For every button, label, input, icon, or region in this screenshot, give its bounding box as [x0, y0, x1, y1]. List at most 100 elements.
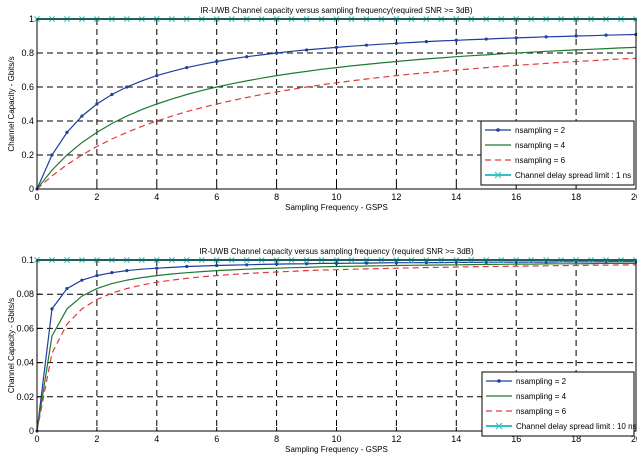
x-tick-label: 14: [451, 192, 461, 202]
legend-label: Channel delay spread limit : 1 ns: [515, 171, 631, 180]
data-point: [245, 263, 249, 267]
x-tick-label: 8: [274, 192, 279, 202]
x-tick-label: 12: [391, 434, 401, 444]
data-point: [275, 262, 279, 266]
x-axis-label: Sampling Frequency - GSPS: [285, 445, 388, 454]
x-tick-label: 16: [511, 192, 521, 202]
x-tick-label: 10: [331, 434, 341, 444]
y-tick-label: 0.04: [16, 358, 34, 368]
y-tick-label: 1: [29, 14, 34, 24]
series-line-3: [36, 57, 637, 190]
x-tick-label: 18: [571, 434, 581, 444]
data-point: [185, 66, 189, 70]
x-tick-label: 6: [214, 192, 219, 202]
data-point: [80, 114, 84, 118]
series-line-2: [36, 46, 637, 190]
legend: nsampling = 2 nsampling = 4 nsampling = 6 C…: [481, 371, 637, 437]
y-tick-label: 0.08: [16, 289, 34, 299]
x-tick-label: 4: [154, 192, 159, 202]
legend-label: nsampling = 4: [516, 392, 567, 401]
legend-marker: [496, 128, 500, 132]
x-tick-label: 14: [451, 434, 461, 444]
x-tick-label: 6: [214, 434, 219, 444]
data-point: [334, 261, 339, 266]
data-point: [95, 273, 99, 278]
chart-panel-1: 0 2 4 6 8 10 12 14 16 18 20 0 0.2 0.4 0.6 0.8 1 IR-UWB Ch…: [7, 6, 637, 212]
data-point: [110, 92, 114, 97]
legend-label: nsampling = 6: [515, 156, 566, 165]
data-point: [125, 85, 129, 89]
x-tick-label: 2: [94, 192, 99, 202]
data-point: [454, 260, 458, 264]
data-point: [394, 261, 398, 265]
x-tick-label: 16: [511, 434, 521, 444]
y-tick-label: 0.2: [21, 150, 34, 160]
data-point: [155, 74, 159, 78]
x-tick-label: 12: [391, 192, 401, 202]
legend-marker: [497, 379, 501, 383]
data-point: [50, 153, 54, 157]
y-tick-label: 0: [29, 184, 34, 194]
y-tick-label: 0.6: [21, 82, 34, 92]
y-tick-label: 0.1: [21, 255, 34, 265]
legend-label: nsampling = 4: [515, 141, 566, 150]
chart-panel-2: 0 2 4 6 8 10 12 14 16 18 20 0 0.02 0.04 0.06 0.08 0.1 IR-…: [7, 247, 637, 454]
chart-title: IR-UWB Channel capacity versus sampling …: [200, 6, 472, 15]
chart-title: IR-UWB Channel capacity versus sampling …: [199, 247, 474, 256]
x-tick-label: 18: [571, 192, 581, 202]
series-line-2: [36, 262, 636, 432]
y-tick-label: 0.06: [16, 323, 34, 333]
data-point: [304, 48, 309, 52]
legend-label: Channel delay spread limit : 10 ns: [516, 422, 637, 431]
data-point: [275, 51, 279, 55]
x-tick-label: 20: [631, 434, 637, 444]
x-tick-label: 20: [631, 192, 637, 202]
data-point: [110, 271, 114, 275]
legend-box: [480, 120, 635, 186]
data-point: [544, 35, 548, 39]
data-point: [65, 286, 69, 291]
y-tick-label: 0.4: [21, 116, 34, 126]
x-tick-label: 4: [154, 434, 159, 444]
data-point: [125, 269, 129, 273]
data-point: [50, 307, 54, 311]
data-point: [95, 102, 99, 106]
x-tick-label: 10: [331, 192, 341, 202]
legend-marker: [494, 171, 502, 179]
data-point: [514, 36, 518, 40]
data-point: [245, 55, 249, 59]
legend: nsampling = 2 nsampling = 4 nsampling = 6 C…: [480, 120, 635, 186]
data-point: [304, 262, 309, 266]
data-point: [394, 41, 398, 45]
data-point: [185, 264, 189, 269]
data-point: [484, 37, 488, 41]
data-point: [454, 38, 458, 42]
data-point: [215, 263, 219, 268]
data-point: [574, 34, 578, 38]
data-point: [80, 278, 84, 282]
x-tick-label: 0: [34, 434, 39, 444]
x-tick-label: 0: [34, 192, 39, 202]
y-axis-label: Channel Capacity - Gbits/s: [7, 56, 16, 151]
series-line-3: [36, 264, 637, 432]
data-point: [215, 59, 219, 64]
data-point: [65, 130, 69, 134]
data-point: [424, 260, 428, 265]
data-point: [364, 43, 369, 47]
y-tick-label: 0: [29, 426, 34, 436]
x-axis-label: Sampling Frequency - GSPS: [285, 203, 388, 212]
y-axis-label: Channel Capacity - Gbits/s: [7, 298, 16, 393]
y-tick-label: 0.8: [21, 48, 34, 58]
data-point: [604, 33, 608, 37]
legend-label: nsampling = 6: [516, 407, 567, 416]
data-point: [334, 45, 339, 49]
data-point: [364, 261, 369, 265]
data-point: [155, 266, 159, 270]
legend-label: nsampling = 2: [516, 377, 567, 386]
x-tick-label: 2: [94, 434, 99, 444]
data-point: [424, 40, 428, 44]
y-tick-label: 0.02: [16, 392, 34, 402]
legend-label: nsampling = 2: [515, 126, 566, 135]
x-tick-label: 8: [274, 434, 279, 444]
